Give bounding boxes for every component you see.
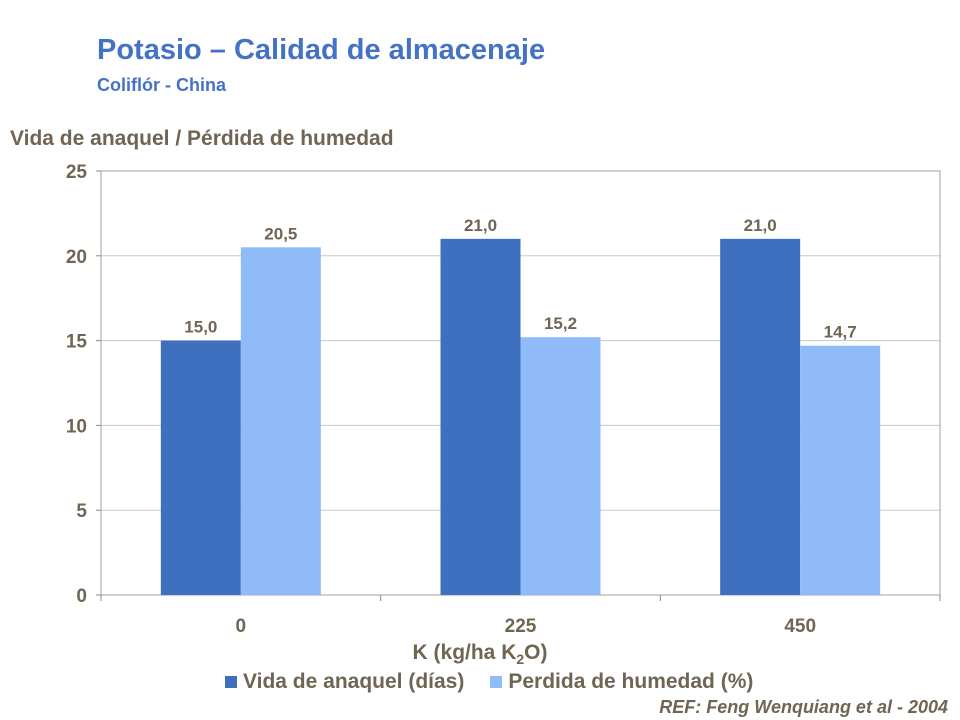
legend-item-vida: Vida de anaquel (días)	[225, 670, 464, 694]
x-tick-label: 450	[784, 616, 816, 637]
x-axis-label-text: K (kg/ha K	[412, 641, 517, 664]
data-label: 15,2	[544, 314, 577, 333]
y-tick-label: 0	[76, 586, 87, 607]
slide-title: Potasio – Calidad de almacenaje	[97, 34, 546, 66]
slide-subtitle: Coliflór - China	[97, 75, 226, 95]
bar	[240, 247, 321, 595]
y-tick-label: 20	[66, 247, 87, 268]
data-label: 20,5	[264, 224, 297, 243]
bar	[440, 238, 521, 595]
y-tick-label: 10	[66, 416, 87, 437]
bar	[160, 340, 241, 595]
y-tick-label: 15	[66, 332, 88, 353]
bar	[720, 238, 801, 595]
bar	[520, 337, 601, 595]
legend-swatch	[225, 676, 237, 688]
data-label: 14,7	[824, 323, 857, 342]
legend: Vida de anaquel (días) Perdida de humeda…	[225, 670, 753, 694]
data-label: 21,0	[744, 216, 777, 235]
legend-item-perdida: Perdida de humedad (%)	[490, 670, 753, 694]
x-axis-label: K (kg/ha K2O)	[0, 641, 960, 667]
x-tick-label: 0	[236, 616, 247, 637]
reference: REF: Feng Wenquiang et al - 2004	[659, 697, 948, 717]
legend-label: Perdida de humedad (%)	[508, 670, 754, 693]
legend-swatch	[490, 676, 503, 688]
y-tick-label: 5	[76, 501, 87, 522]
bar	[800, 345, 881, 595]
legend-label: Vida de anaquel (días)	[243, 670, 465, 693]
y-axis-label: Vida de anaquel / Pérdida de humedad	[10, 127, 394, 150]
data-label: 15,0	[184, 318, 217, 337]
x-tick-label: 225	[505, 616, 537, 637]
x-axis-label-end: O)	[524, 641, 548, 664]
data-label: 21,0	[464, 216, 497, 235]
y-tick-label: 25	[66, 162, 88, 183]
x-axis-label-subscript: 2	[516, 651, 525, 668]
